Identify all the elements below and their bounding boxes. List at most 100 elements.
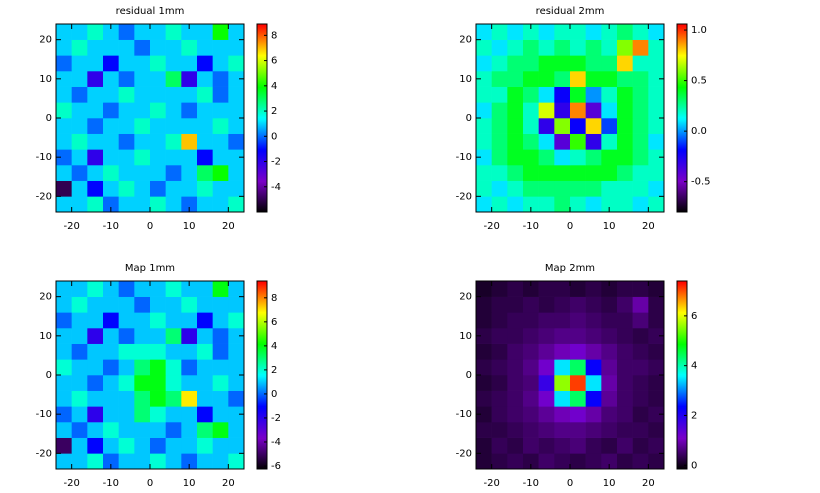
cell [538,312,555,329]
x-tick-label: -10 [523,221,539,232]
cell [197,39,213,56]
colorbar-strip [677,353,687,356]
colorbar-strip [677,68,687,71]
colorbar-strip [257,395,267,398]
cell [87,296,104,313]
cell [165,180,182,197]
x-tick-label: -20 [483,478,499,489]
cell [554,375,571,391]
cell [181,453,198,470]
cell [197,437,213,454]
cell [538,390,555,407]
cell [165,437,182,454]
cell [56,133,72,150]
cell [554,390,571,407]
y-tick-label: 20 [39,35,52,46]
cell [538,281,555,297]
colorbar-strip [677,435,687,438]
cell [212,165,229,181]
cell [71,71,88,87]
colorbar-strip [257,42,267,45]
colorbar-strip [257,130,267,133]
cell [71,328,88,344]
cell [632,437,649,454]
cell [585,24,602,40]
cell [632,343,649,360]
colorbar-strip [257,353,267,356]
cell [585,281,602,297]
cell [118,328,135,344]
colorbar-strip [257,178,267,181]
colorbar-strip [677,156,687,159]
cell [538,71,555,87]
cell [617,71,633,87]
colorbar-strip [257,150,267,153]
cell [554,296,571,313]
cell [87,453,104,470]
cell [507,422,524,438]
colorbar-strip [677,82,687,85]
cell [554,312,571,329]
cell [554,102,571,119]
cell [648,312,665,329]
cell [56,118,72,134]
cell [71,422,88,438]
colorbar-strip [677,377,687,380]
colorbar-tick-label: -0.5 [691,177,711,188]
colorbar-strip [257,90,267,93]
y-tick-label: 20 [459,35,472,46]
cell [523,359,539,376]
colorbar-strip [677,349,687,352]
cell [648,55,665,72]
cell [181,39,198,56]
colorbar-strip [257,349,267,352]
cell [570,453,586,470]
colorbar-strip [257,405,267,408]
colorbar-strip [257,58,267,61]
cell [601,24,618,40]
cell [585,55,602,72]
colorbar-strip [257,283,267,286]
cell [570,328,586,344]
cell [87,375,104,391]
colorbar-strip [257,156,267,159]
cell [632,86,649,103]
cell [181,180,198,197]
colorbar-strip [257,429,267,432]
colorbar-strip [257,168,267,171]
cell [523,39,539,56]
cell [134,133,151,150]
cell [197,24,213,40]
colorbar-strip [677,110,687,113]
cell [87,343,104,360]
x-tick-label: -20 [63,478,79,489]
cell [181,24,198,40]
cell [212,86,229,103]
cell [538,328,555,344]
colorbar-strip [257,68,267,71]
colorbar-strip [677,190,687,193]
cell [150,71,166,87]
cell [118,422,135,438]
colorbar-strip [677,383,687,386]
colorbar-strip [677,285,687,288]
colorbar-strip [257,447,267,450]
cell [134,422,151,438]
cell [103,180,119,197]
cell [601,180,618,197]
colorbar-strip [677,369,687,372]
y-tick-label: -20 [456,191,472,202]
cell [585,71,602,87]
colorbar-strip [257,301,267,304]
cell [103,437,119,454]
cell [554,165,571,181]
cell [538,422,555,438]
colorbar-strip [257,313,267,316]
colorbar-strip [677,132,687,135]
colorbar-strip [257,78,267,81]
colorbar-strip [677,38,687,41]
colorbar-strip [257,144,267,147]
colorbar-tick-label: -6 [271,461,281,472]
cell [491,133,508,150]
cell [523,86,539,103]
